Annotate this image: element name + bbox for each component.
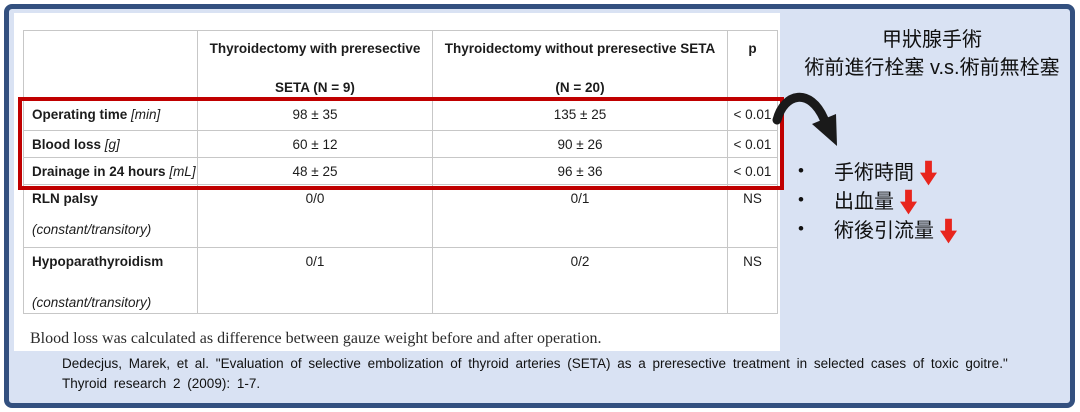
cell-with-seta: 60 ± 12 (197, 130, 433, 158)
row-label: RLN palsy (constant/transitory) (23, 184, 198, 248)
down-arrow-icon (940, 218, 957, 244)
table-panel: Thyroidectomy with preresective SETA (N … (14, 13, 780, 351)
bullet-dot: • (798, 189, 804, 209)
cell-without-seta: 0/1 (432, 184, 728, 248)
down-arrow-icon (900, 189, 917, 215)
cell-with-seta: 48 ± 25 (197, 157, 433, 185)
bullet-text: 出血量 (834, 191, 894, 213)
header-with-seta: Thyroidectomy with preresective SETA (N … (197, 30, 433, 99)
bullet-dot: • (798, 160, 804, 180)
row-unit: [mL] (169, 163, 196, 179)
table-row-blood-loss: Blood loss [g] 60 ± 12 90 ± 26 < 0.01 (23, 130, 778, 158)
bullet-item-drainage: • 術後引流量 (798, 214, 957, 244)
header-without-seta: Thyroidectomy without preresective SETA … (432, 30, 728, 99)
cell-without-seta: 90 ± 26 (432, 130, 728, 158)
annotation-title-line2: 術前進行栓塞 v.s.術前無栓塞 (804, 57, 1060, 79)
cell-p: < 0.01 (727, 130, 778, 158)
row-label: Blood loss [g] (23, 130, 198, 158)
cell-with-seta: 0/0 (197, 184, 433, 248)
table-row-rln-palsy: RLN palsy (constant/transitory) 0/0 0/1 … (23, 184, 778, 248)
cell-p: < 0.01 (727, 98, 778, 131)
header-with-seta-line2: SETA (N = 9) (275, 80, 355, 95)
table-row-hypoparathyroidism: Hypoparathyroidism (constant/transitory)… (23, 247, 778, 314)
cell-without-seta: 135 ± 25 (432, 98, 728, 131)
annotation-bullet-list: • 手術時間 • 出血量 • 術後引流量 (798, 156, 957, 244)
cell-with-seta: 0/1 (197, 247, 433, 314)
cell-without-seta: 0/2 (432, 247, 728, 314)
table-header-row: Thyroidectomy with preresective SETA (N … (23, 30, 778, 99)
cell-p: < 0.01 (727, 157, 778, 185)
header-without-seta-line1: Thyroidectomy without preresective SETA (444, 41, 716, 56)
cell-p: NS (727, 184, 778, 248)
header-p: p (727, 30, 778, 99)
table-row-drainage: Drainage in 24 hours [mL] 48 ± 25 96 ± 3… (23, 157, 778, 185)
header-without-seta-line2: (N = 20) (555, 80, 605, 95)
cell-p: NS (727, 247, 778, 314)
bullet-dot: • (798, 218, 804, 238)
bullet-item-operating-time: • 手術時間 (798, 156, 957, 186)
bullet-text: 手術時間 (834, 162, 914, 184)
down-arrow-icon (920, 160, 937, 186)
annotation-title-line1: 甲狀腺手術 (882, 29, 982, 51)
header-with-seta-line1: Thyroidectomy with preresective (209, 41, 421, 56)
row-unit: [g] (104, 136, 120, 152)
annotation-title: 甲狀腺手術 術前進行栓塞 v.s.術前無栓塞 (788, 26, 1076, 82)
results-table: Thyroidectomy with preresective SETA (N … (23, 30, 778, 314)
bullet-text: 術後引流量 (834, 220, 934, 242)
highlight-box (18, 97, 784, 190)
row-sublabel: (constant/transitory) (32, 222, 152, 237)
bullet-item-blood-loss: • 出血量 (798, 185, 957, 215)
table-row-operating-time: Operating time [min] 98 ± 35 135 ± 25 < … (23, 98, 778, 131)
curved-arrow-icon (772, 92, 837, 146)
row-label: Hypoparathyroidism (constant/transitory) (23, 247, 198, 314)
citation: Dedecjus, Marek, et al. "Evaluation of s… (62, 356, 1008, 391)
header-empty (23, 30, 198, 99)
row-unit: [min] (131, 107, 161, 122)
row-sublabel: (constant/transitory) (32, 295, 152, 310)
table-footnote: Blood loss was calculated as difference … (30, 330, 602, 347)
